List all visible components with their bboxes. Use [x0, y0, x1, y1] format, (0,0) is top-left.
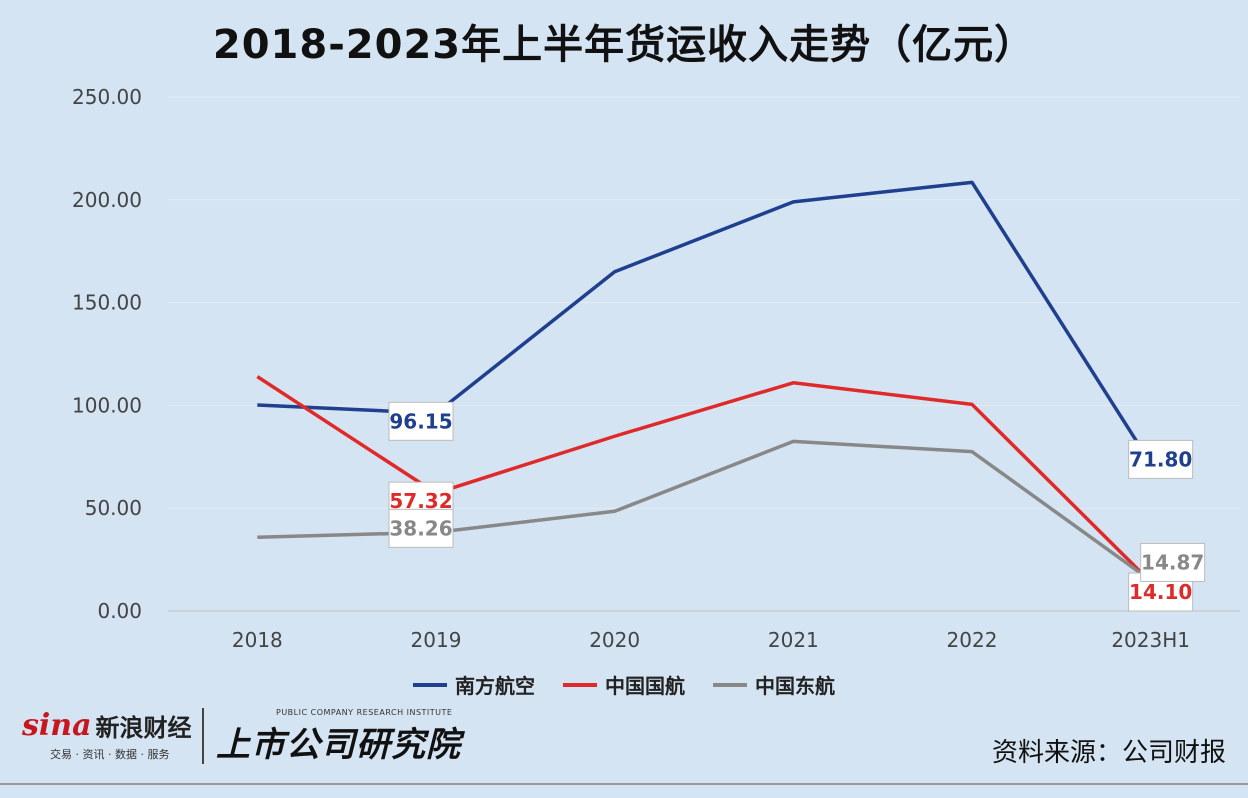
svg-text:14.87: 14.87 [1141, 550, 1204, 574]
y-tick-label: 250.00 [72, 85, 142, 109]
bottom-divider [0, 783, 1248, 785]
sina-tagline: 交易 · 资讯 · 数据 · 服务 [50, 748, 170, 761]
legend-swatch [413, 682, 447, 687]
line-chart: 250.00 200.00 150.00 100.00 50.00 0.00 2018 201… [72, 85, 1240, 652]
svg-text:14.10: 14.10 [1129, 580, 1192, 604]
legend-label: 中国东航 [755, 674, 835, 698]
data-label: 96.15 [388, 401, 454, 441]
institute-english-name: PUBLIC COMPANY RESEARCH INSTITUTE [276, 708, 453, 717]
svg-text:38.26: 38.26 [389, 516, 452, 540]
sina-finance-text: 新浪财经 [95, 714, 192, 742]
data-label: 71.80 [1128, 439, 1194, 479]
legend-item-series-1: 中国国航 [563, 670, 685, 699]
x-tick-label: 2018 [232, 628, 283, 652]
x-tick-label: 2021 [768, 628, 819, 652]
sina-finance-logo: sina 新浪财经 交易 · 资讯 · 数据 · 服务 [22, 708, 192, 761]
legend-swatch [713, 682, 747, 687]
y-tick-label: 100.00 [72, 393, 142, 417]
x-tick-label: 2022 [947, 628, 998, 652]
svg-text:96.15: 96.15 [389, 409, 452, 433]
institute-chinese-name: 上市公司研究院 [216, 725, 461, 765]
logo-divider [202, 708, 204, 764]
x-tick-label: 2020 [589, 628, 640, 652]
legend-item-series-0: 南方航空 [413, 670, 535, 699]
legend-item-series-2: 中国东航 [713, 670, 835, 699]
legend-label: 中国国航 [605, 674, 685, 698]
legend-swatch [563, 682, 597, 687]
x-tick-label: 2019 [411, 628, 462, 652]
y-tick-label: 50.00 [85, 496, 142, 520]
data-label: 38.26 [388, 508, 454, 548]
y-tick-label: 150.00 [72, 291, 142, 315]
data-label: 14.87 [1140, 542, 1206, 582]
svg-text:71.80: 71.80 [1129, 447, 1192, 471]
chart-legend: 南方航空 中国国航 中国东航 [0, 670, 1248, 699]
legend-label: 南方航空 [455, 674, 535, 698]
sina-mark: sina [22, 708, 92, 743]
chart-title: 2018-2023年上半年货运收入走势（亿元） [212, 22, 1036, 68]
series-line-1 [256, 375, 1152, 584]
x-tick-label: 2023H1 [1111, 628, 1190, 652]
institute-logo: PUBLIC COMPANY RESEARCH INSTITUTE 上市公司研究… [216, 708, 461, 766]
y-tick-label: 200.00 [72, 188, 142, 212]
y-tick-label: 0.00 [97, 599, 142, 623]
data-source-note: 资料来源：公司财报 [991, 738, 1226, 768]
